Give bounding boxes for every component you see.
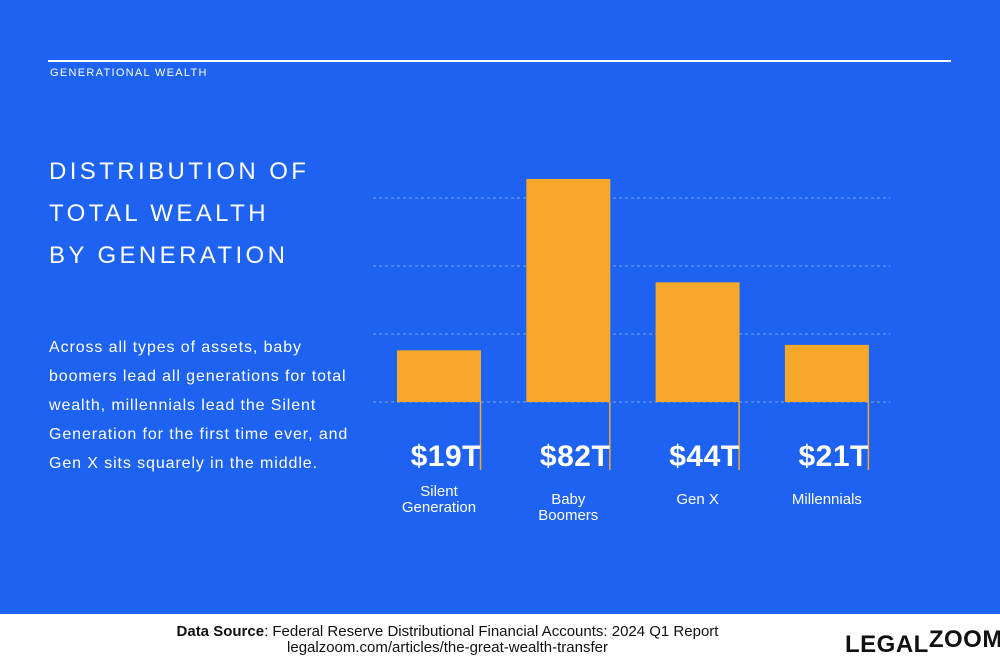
chart: [373, 178, 890, 470]
header-label: GENERATIONAL WEALTH: [50, 67, 208, 79]
source-url: legalzoom.com/articles/the-great-wealth-…: [287, 639, 608, 656]
description: Across all types of assets, baby boomers…: [49, 339, 349, 472]
title-line: BY GENERATION: [49, 242, 289, 269]
bar: [784, 344, 869, 402]
value-label: $44T: [669, 440, 740, 473]
source-text: : Federal Reserve Distributional Financi…: [264, 623, 719, 640]
header-rule: [48, 60, 951, 62]
x-tick-label: Silent Generation: [401, 483, 477, 516]
value-label: $82T: [539, 440, 611, 473]
logo: LEGALZOOM: [845, 626, 1000, 659]
bar: [526, 178, 611, 402]
value-label: $19T: [410, 440, 481, 473]
logo-left: LEGAL: [845, 631, 929, 658]
value-label: $21T: [798, 440, 869, 473]
source: Data Source: Federal Reserve Distributio…: [0, 624, 895, 656]
source-label: Data Source: [176, 623, 265, 640]
x-tick-label: Gen X: [676, 491, 719, 508]
x-tick-label: Baby Boomers: [538, 491, 599, 524]
logo-right: ZOOM: [928, 626, 1000, 653]
title-line: DISTRIBUTION OF: [49, 158, 310, 185]
x-tick-label: Millennials: [791, 491, 862, 508]
bar: [655, 282, 740, 402]
title-line: TOTAL WEALTH: [49, 200, 269, 227]
footer: Data Source: Federal Reserve Distributio…: [0, 614, 1000, 667]
bar: [397, 350, 481, 402]
